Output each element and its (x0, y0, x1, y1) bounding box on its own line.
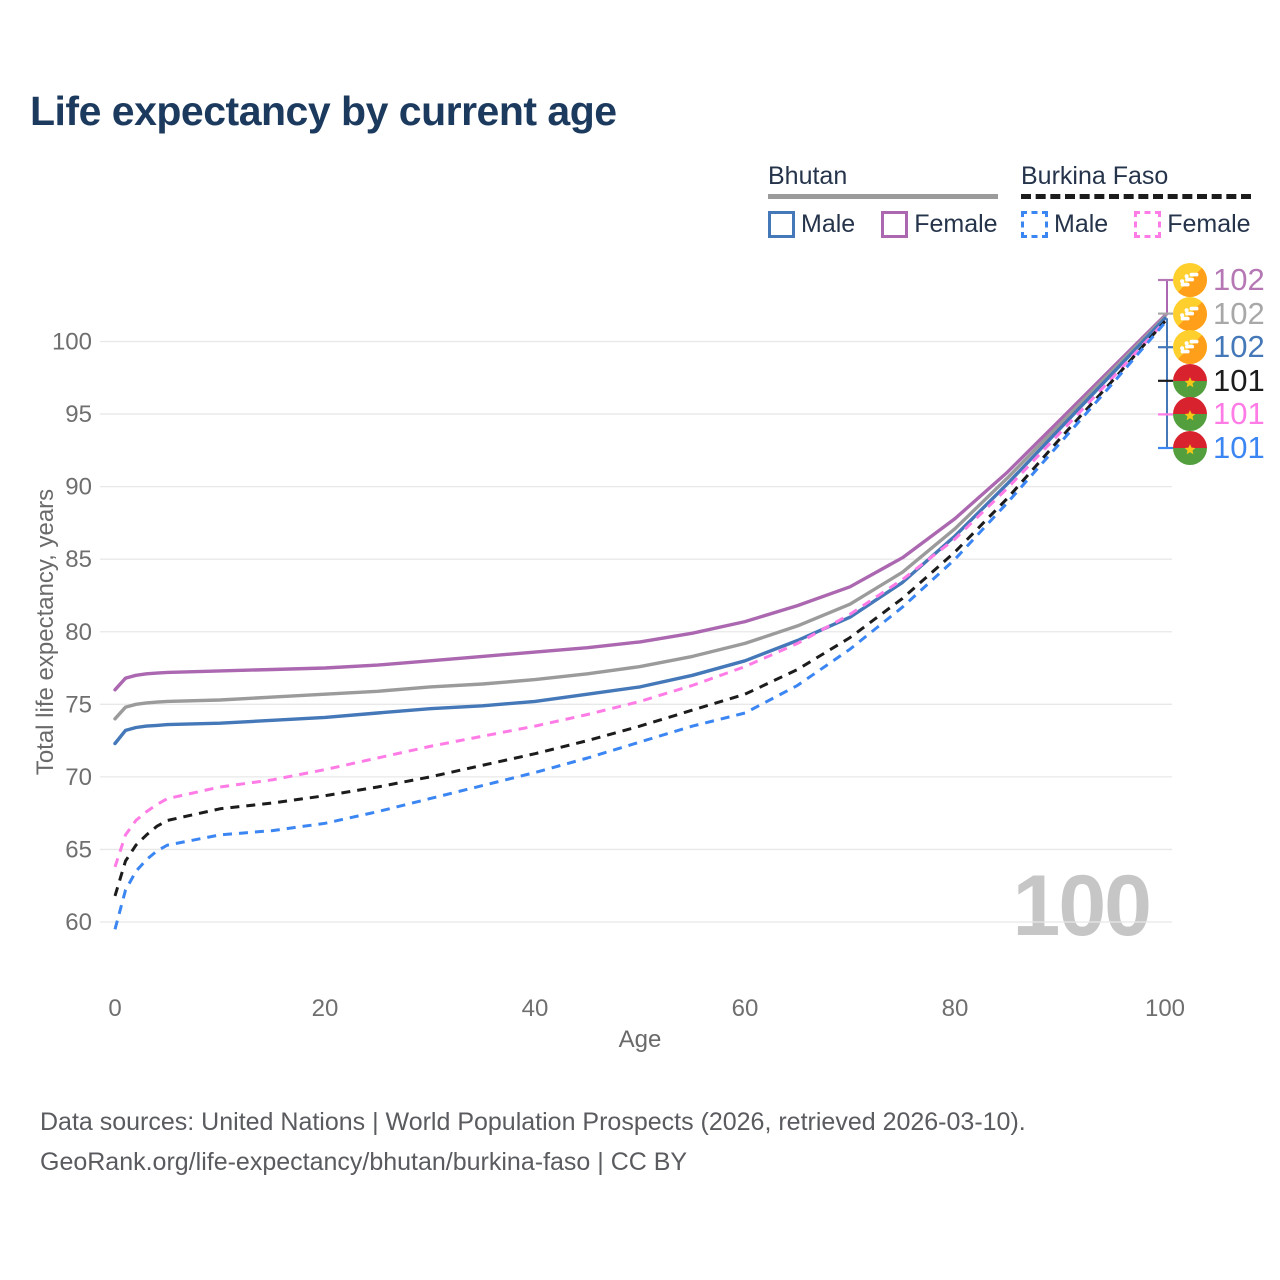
series-line-bhutan-female[interactable] (113, 313, 1167, 692)
y-tick-label: 85 (65, 546, 92, 573)
burkina-faso-flag-icon (1173, 431, 1207, 465)
legend-item-bhutan-male[interactable]: Male (768, 210, 855, 239)
y-axis-title: Total life expectancy, years (32, 488, 59, 776)
y-tick-label: 100 (52, 329, 92, 356)
endpoint-badge-bhutan: 102 (1173, 295, 1265, 331)
bhutan-line-style-swatch (768, 194, 998, 199)
watermark-100: 100 (1012, 858, 1153, 954)
footer-attribution: GeoRank.org/life-expectancy/bhutan/burki… (40, 1148, 688, 1176)
x-tick-label: 80 (942, 995, 969, 1022)
bhutan-female-swatch (881, 211, 909, 238)
bhutan-flag-icon (1173, 296, 1207, 331)
series-line-bhutan-male[interactable] (113, 316, 1167, 746)
legend-item-bhutan-female[interactable]: Female (881, 210, 998, 239)
legend-item-label: Male (801, 210, 856, 238)
legend-group-burkina-faso: Burkina Faso Male Female (1021, 162, 1251, 239)
x-tick-label: 100 (1145, 995, 1185, 1022)
legend-item-label: Female (914, 210, 998, 238)
endpoint-badge-bhutan: 102 (1173, 263, 1265, 297)
endpoint-value: 102 (1213, 295, 1265, 331)
legend-item-burkina-faso-male[interactable]: Male (1021, 210, 1108, 239)
y-tick-label: 70 (65, 764, 92, 791)
page-title: Life expectancy by current age (30, 88, 617, 134)
legend-item-burkina-faso-female[interactable]: Female (1134, 210, 1251, 239)
x-tick-label: 40 (522, 995, 549, 1022)
endpoint-value: 101 (1213, 430, 1265, 465)
endpoint-badge-burkina-faso: 101 (1173, 396, 1265, 432)
endpoint-badge-burkina-faso: 101 (1173, 362, 1265, 398)
y-tick-label: 65 (65, 836, 92, 863)
footer-data-sources: Data sources: United Nations | World Pop… (40, 1108, 1026, 1136)
y-tick-label: 60 (65, 909, 92, 936)
x-tick-label: 0 (108, 995, 121, 1022)
x-tick-label: 20 (312, 995, 339, 1022)
endpoint-value: 102 (1213, 329, 1265, 365)
series-line-burkina-faso-female[interactable] (113, 320, 1167, 868)
legend-item-label: Male (1054, 210, 1109, 238)
y-tick-label: 80 (65, 619, 92, 646)
y-tick-label: 90 (65, 474, 92, 501)
burkina-faso-line-style-swatch (1021, 194, 1251, 199)
legend-group-bhutan: Bhutan Male Female (768, 162, 998, 239)
x-axis-title: Age (618, 1026, 662, 1053)
endpoint-value: 102 (1213, 262, 1265, 297)
chart-plot-area[interactable]: 60 65 70 75 80 85 90 95 100 0 20 40 60 80 100 (0, 0, 1280, 1080)
burkina-faso-flag-icon (1173, 397, 1207, 432)
burkina-faso-male-swatch (1021, 211, 1048, 238)
series-line-burkina-faso-total[interactable] (113, 320, 1167, 897)
endpoint-badge-burkina-faso: 101 (1173, 431, 1265, 465)
legend-country-bhutan[interactable]: Bhutan (768, 162, 848, 190)
burkina-faso-female-swatch (1134, 211, 1162, 238)
y-tick-label: 75 (65, 691, 92, 718)
endpoint-badge-bhutan: 102 (1173, 329, 1265, 365)
y-tick-label: 95 (65, 401, 92, 428)
bhutan-flag-icon (1173, 263, 1207, 297)
bhutan-male-swatch (768, 211, 795, 238)
bhutan-flag-icon (1173, 330, 1207, 365)
legend-country-burkina-faso[interactable]: Burkina Faso (1021, 162, 1169, 190)
burkina-faso-flag-icon (1173, 363, 1207, 398)
x-tick-label: 60 (732, 995, 759, 1022)
legend-item-label: Female (1167, 210, 1251, 238)
series-line-bhutan-total[interactable] (113, 315, 1167, 721)
endpoint-value: 101 (1213, 396, 1265, 432)
endpoint-value: 101 (1213, 362, 1265, 398)
